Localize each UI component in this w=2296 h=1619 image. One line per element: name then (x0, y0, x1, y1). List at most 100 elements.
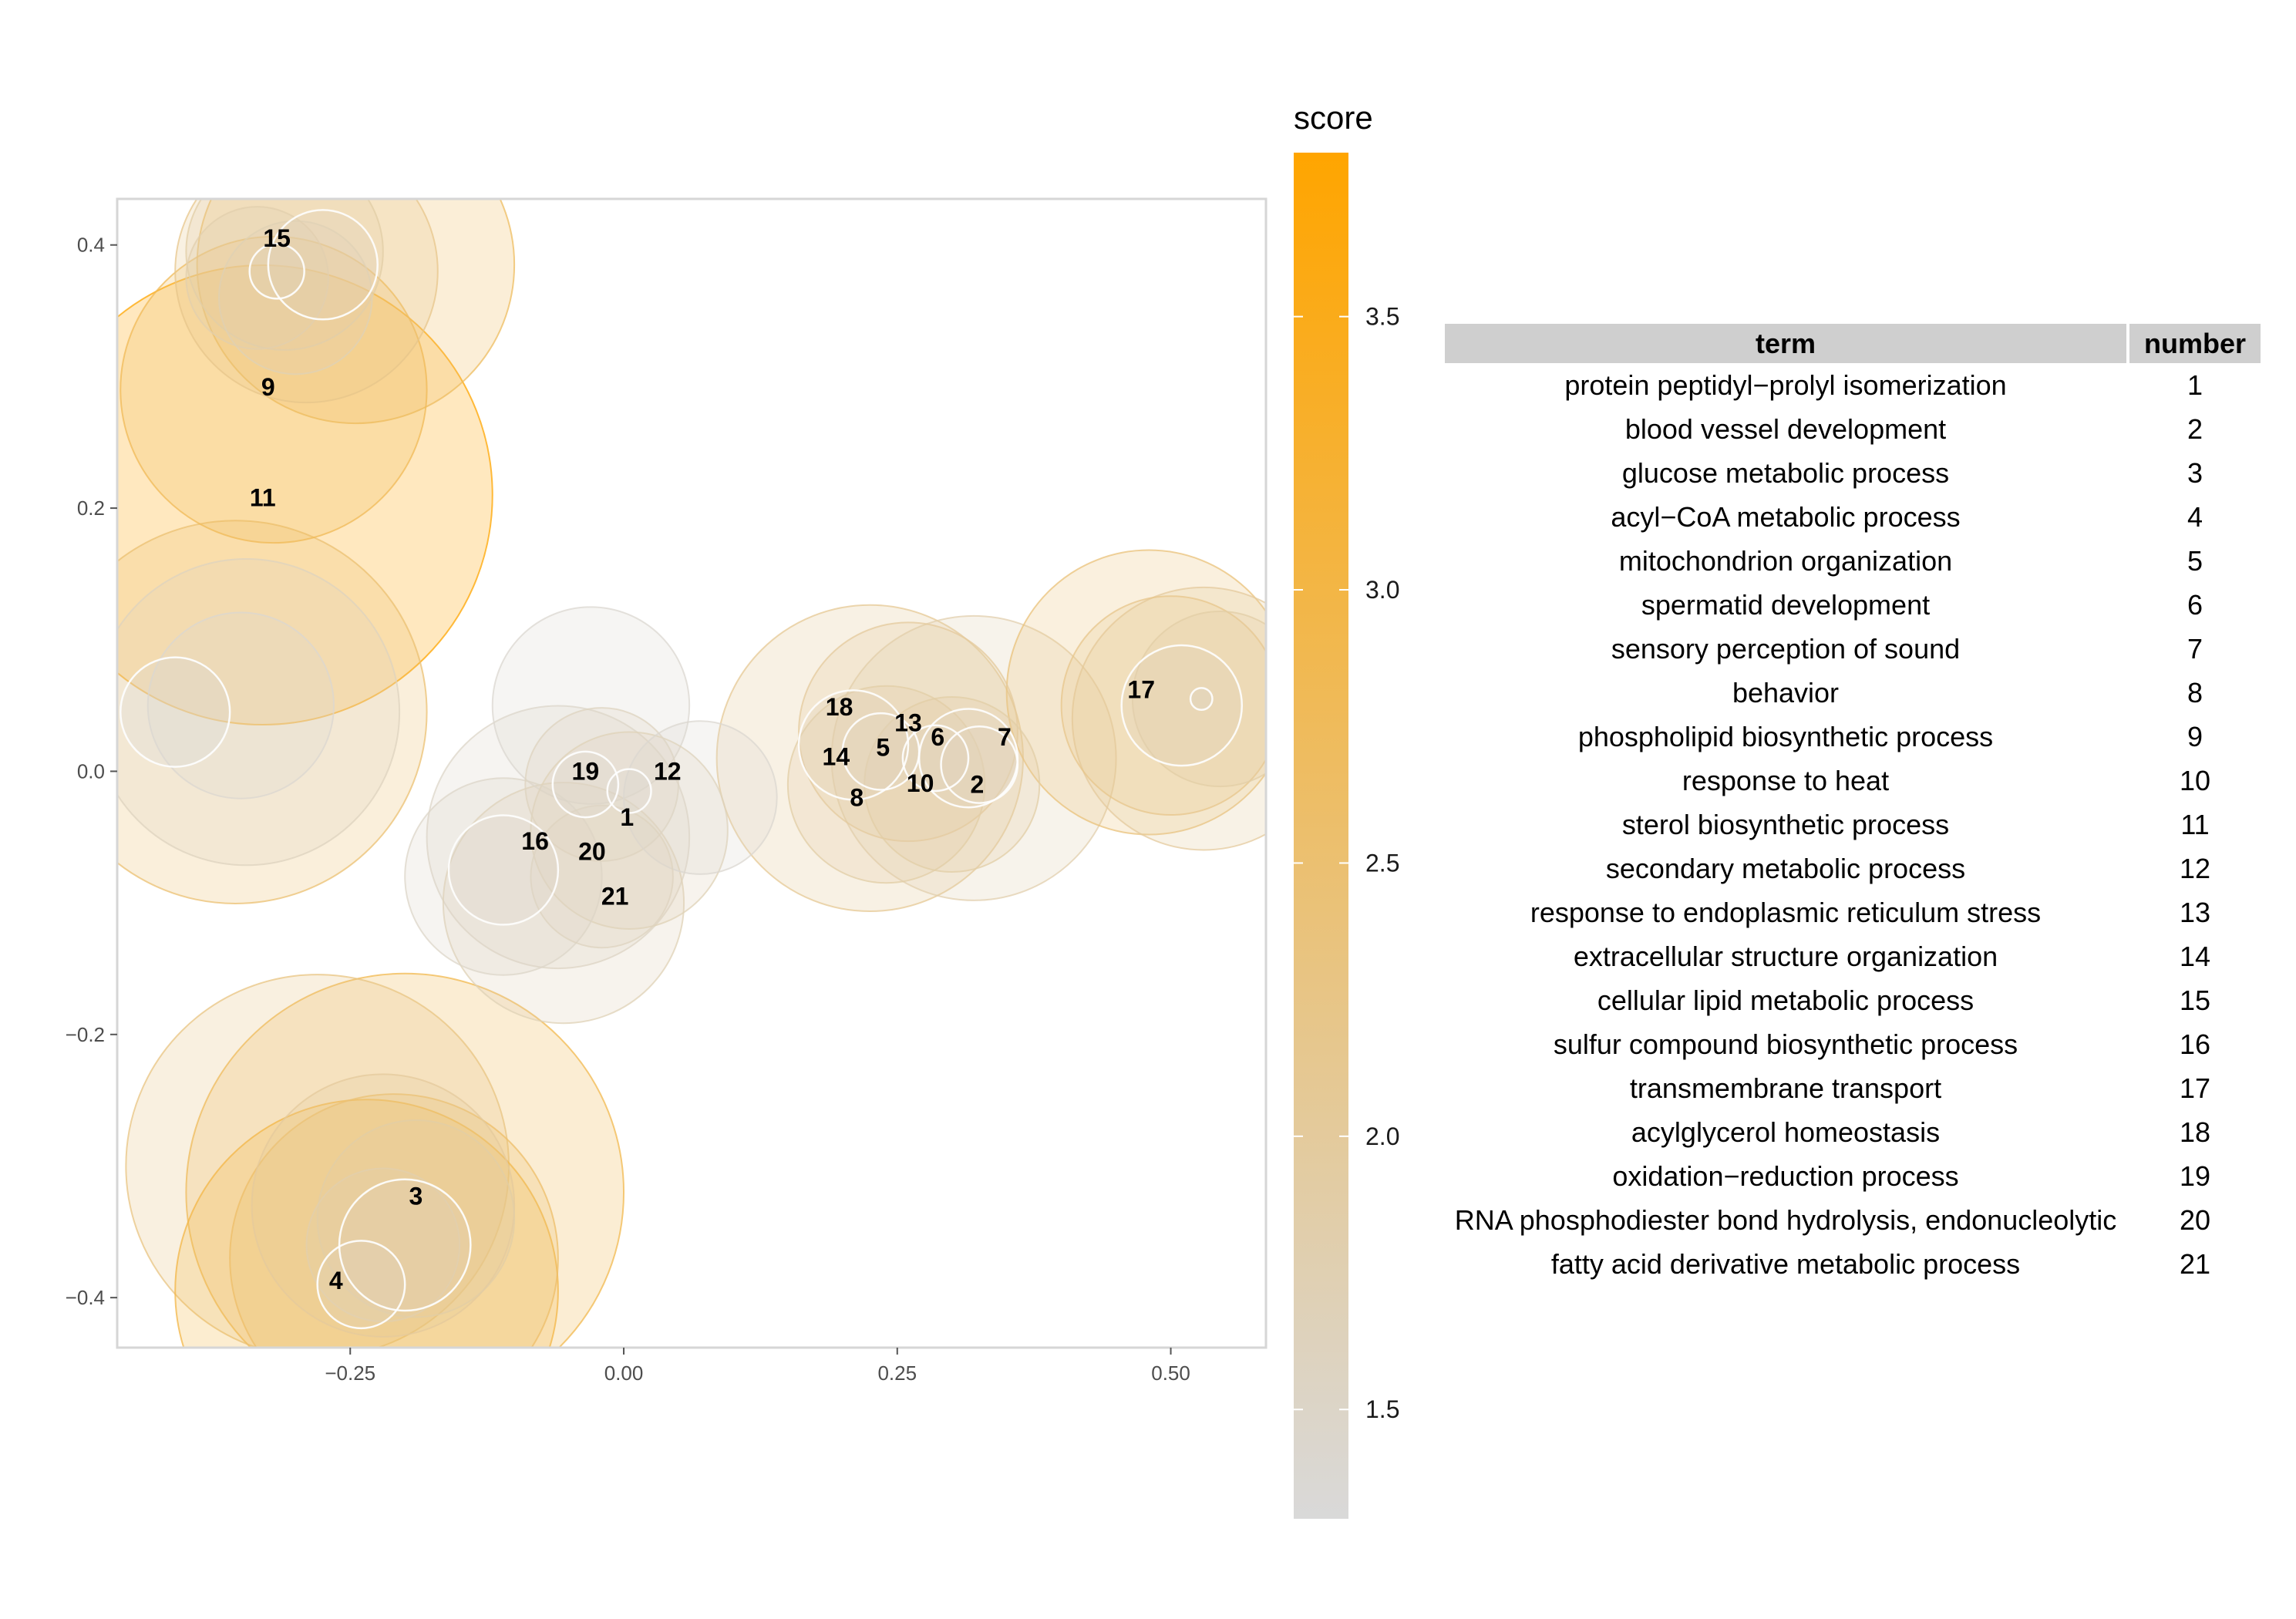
table-cell-term: RNA phosphodiester bond hydrolysis, endo… (1454, 1203, 2117, 1236)
legend-tick-label: 1.5 (1365, 1395, 1399, 1423)
table-cell-number: 3 (2187, 456, 2203, 489)
bubble (524, 707, 679, 862)
bubble-outline (551, 750, 620, 819)
bubble-outline (606, 768, 652, 814)
table-cell-term: sulfur compound biosynthetic process (1553, 1028, 2018, 1060)
term-number-label: 6 (931, 723, 944, 751)
bubble (185, 972, 624, 1348)
legend-tick-label: 2.5 (1365, 849, 1399, 877)
table-cell-term: fatty acid derivative metabolic process (1550, 1247, 2021, 1280)
table-row: secondary metabolic process 12 (1445, 847, 2261, 890)
table-cell-term: secondary metabolic process (1605, 852, 1966, 884)
term-number-label: 16 (521, 827, 549, 855)
table-header-row: term number (1445, 324, 2261, 363)
table-row: phospholipid biosynthetic process 9 (1445, 715, 2261, 759)
term-number-label: 12 (654, 757, 682, 785)
table-cell-number: 5 (2187, 544, 2203, 577)
term-number-label: 15 (263, 224, 291, 252)
table-cell-term: blood vessel development (1624, 412, 1947, 445)
bubble (1060, 595, 1266, 816)
term-number-label: 2 (970, 771, 984, 799)
table-cell-number: 9 (2187, 720, 2203, 752)
term-number-label: 9 (261, 373, 275, 401)
table-cell-number: 15 (2179, 984, 2211, 1016)
term-number-label: 18 (826, 693, 853, 721)
table-cell-number: 19 (2179, 1160, 2211, 1192)
table-cell-term: oxidation−reduction process (1612, 1160, 1959, 1192)
table-cell-number: 20 (2179, 1203, 2211, 1236)
bubble (1131, 611, 1266, 788)
bubble (251, 1073, 516, 1338)
table-cell-number: 4 (2187, 500, 2203, 533)
table-row: sterol biosynthetic process 11 (1445, 803, 2261, 847)
table-row: transmembrane transport 17 (1445, 1066, 2261, 1110)
bubble (117, 520, 428, 904)
table-cell-number: 14 (2179, 940, 2211, 972)
term-number-label: 13 (894, 709, 922, 736)
term-number-label: 14 (823, 743, 850, 771)
term-number-label: 20 (578, 838, 606, 866)
table-row: response to endoplasmic reticulum stress… (1445, 890, 2261, 934)
table-header-number: number (2129, 324, 2261, 363)
term-number-label: 17 (1127, 676, 1155, 704)
table-cell-term: acyl−CoA metabolic process (1611, 500, 1961, 533)
table-header-term: term (1445, 324, 2126, 363)
bubble-outline (901, 724, 970, 793)
y-tick-label: −0.4 (66, 1286, 105, 1309)
bubble (786, 685, 986, 884)
table-cell-number: 11 (2180, 808, 2210, 840)
table-cell-number: 21 (2179, 1247, 2211, 1280)
y-tick-label: 0.0 (77, 759, 105, 783)
table-row: extracellular structure organization 14 (1445, 934, 2261, 978)
term-number-label: 10 (907, 769, 934, 797)
y-tick-label: 0.4 (77, 234, 105, 257)
bubble-outline (248, 243, 305, 300)
bubble (426, 705, 691, 970)
bubble (229, 1093, 559, 1348)
bubble-outline (267, 209, 379, 321)
score-color-legend: score 1.5 2.0 2.5 3.0 3.5 (1294, 99, 1399, 1519)
table-row: RNA phosphodiester bond hydrolysis, endo… (1445, 1198, 2261, 1242)
bubble (798, 621, 1018, 843)
table-cell-number: 13 (2179, 896, 2211, 928)
table-cell-number: 12 (2179, 852, 2211, 884)
bubble-layer (117, 199, 1266, 1348)
bubble (146, 611, 335, 799)
table-row: sensory perception of sound 7 (1445, 627, 2261, 671)
bubble-outline (447, 814, 560, 926)
term-number-label: 7 (998, 723, 1012, 751)
table-row: blood vessel development 2 (1445, 407, 2261, 451)
term-number-label: 4 (329, 1267, 343, 1294)
x-tick-label: 0.25 (877, 1362, 917, 1385)
table-cell-term: behavior (1732, 676, 1840, 709)
x-tick-label: 0.50 (1151, 1362, 1190, 1385)
table-cell-term: sensory perception of sound (1611, 632, 1961, 665)
table-row: glucose metabolic process 3 (1445, 451, 2261, 495)
legend-colorbar (1294, 153, 1348, 1519)
y-tick-label: −0.2 (66, 1023, 105, 1046)
bubble (217, 220, 373, 375)
bubble-outline (1189, 687, 1214, 712)
table-row: mitochondrion organization 5 (1445, 539, 2261, 583)
table-cell-term: glucose metabolic process (1621, 456, 1950, 489)
table-cell-number: 6 (2187, 588, 2203, 621)
table-cell-number: 17 (2179, 1072, 2211, 1104)
legend-tick-label: 2.0 (1365, 1123, 1399, 1150)
term-number-label: 1 (620, 803, 634, 831)
term-number-label: 8 (850, 784, 864, 812)
table-cell-term: acylglycerol homeostasis (1631, 1116, 1941, 1148)
term-number-label: 5 (876, 734, 890, 762)
bubble-outline (338, 1178, 472, 1312)
x-tick-label: 0.00 (604, 1362, 644, 1385)
bubble (185, 206, 329, 350)
table-cell-number: 16 (2179, 1028, 2211, 1060)
table-row: protein peptidyl−prolyl isomerization 1 (1445, 363, 2261, 407)
table-row: acyl−CoA metabolic process 4 (1445, 495, 2261, 539)
term-number-table: term number protein peptidyl−prolyl isom… (1442, 324, 2264, 1286)
legend-ticks: 1.5 2.0 2.5 3.0 3.5 (1294, 303, 1399, 1423)
table-cell-term: spermatid development (1641, 588, 1931, 621)
legend-tick-label: 3.0 (1365, 576, 1399, 604)
y-tick-label: 0.2 (77, 496, 105, 520)
